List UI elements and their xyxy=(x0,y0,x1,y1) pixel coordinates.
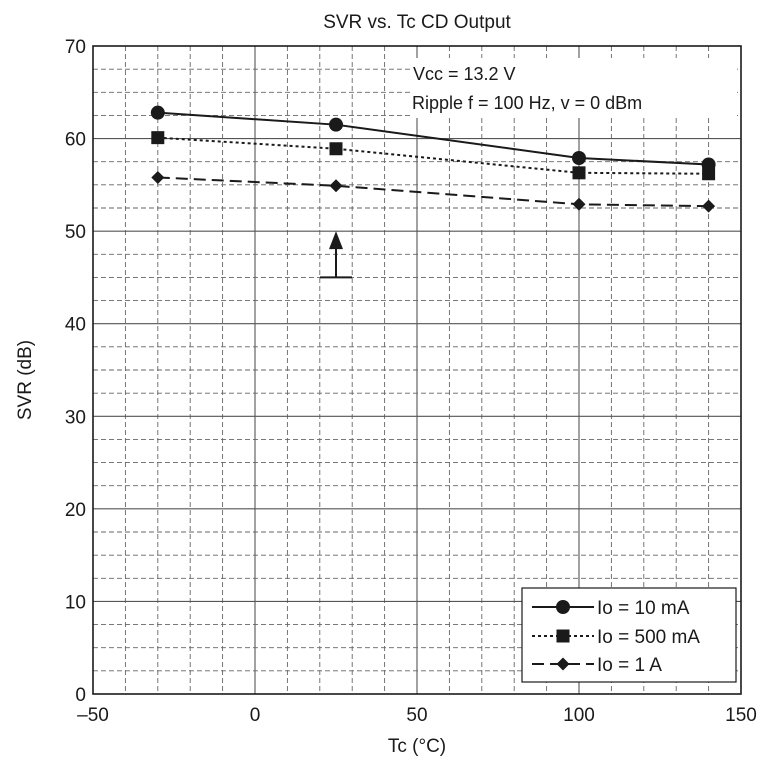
y-tick-label: 70 xyxy=(65,37,86,58)
x-axis-label: Tc (°C) xyxy=(388,736,446,757)
data-point xyxy=(572,197,586,211)
annotation-ripple: Ripple f = 100 Hz, v = 0 dBm xyxy=(412,93,642,113)
x-tick-label: 50 xyxy=(406,705,427,726)
arrow-marker-group xyxy=(320,231,352,279)
x-tick-label: 150 xyxy=(725,705,757,726)
y-axis-label: SVR (dB) xyxy=(15,340,36,420)
y-tick-label: 40 xyxy=(65,315,86,336)
legend-marker-diamond xyxy=(556,657,570,671)
y-tick-label: 20 xyxy=(65,500,86,521)
series-group xyxy=(150,105,716,213)
y-tick-label: 10 xyxy=(65,592,86,613)
plot-frame xyxy=(92,45,742,695)
legend-label-1a: Io = 1 A xyxy=(597,655,662,676)
data-point xyxy=(329,142,343,156)
series-line xyxy=(157,136,709,175)
legend-label-500ma: Io = 500 mA xyxy=(597,627,700,648)
chart-title: SVR vs. Tc CD Output xyxy=(323,12,511,33)
data-point xyxy=(151,170,165,184)
series-3 xyxy=(151,170,716,213)
data-point xyxy=(702,167,716,181)
legend-label-10ma: Io = 10 mA xyxy=(597,598,690,619)
data-point xyxy=(572,166,586,180)
y-tick-label: 50 xyxy=(65,222,86,243)
data-point xyxy=(702,199,716,213)
annotation-vcc: Vcc = 13.2 V xyxy=(413,64,516,84)
series-2 xyxy=(151,131,716,181)
x-tick-label: 100 xyxy=(563,705,595,726)
annotation-background xyxy=(412,58,737,118)
series-1 xyxy=(150,105,716,172)
data-point xyxy=(151,131,165,145)
y-tick-label: 30 xyxy=(65,407,86,428)
data-point xyxy=(329,179,343,193)
series-line xyxy=(157,176,709,208)
legend: Io = 10 mA Io = 500 mA Io = 1 A xyxy=(521,587,737,683)
data-point xyxy=(150,105,165,120)
arrow-head xyxy=(329,231,343,250)
legend-marker-circle xyxy=(556,600,570,614)
y-tick-label: 0 xyxy=(75,685,86,706)
data-point xyxy=(329,117,343,132)
series-line xyxy=(157,111,709,166)
legend-samples xyxy=(532,600,594,671)
x-tick-label: –50 xyxy=(77,705,109,726)
x-tick-label: 0 xyxy=(250,705,261,726)
y-tick-label: 60 xyxy=(65,130,86,151)
data-point xyxy=(572,151,586,166)
legend-marker-square xyxy=(556,629,570,643)
